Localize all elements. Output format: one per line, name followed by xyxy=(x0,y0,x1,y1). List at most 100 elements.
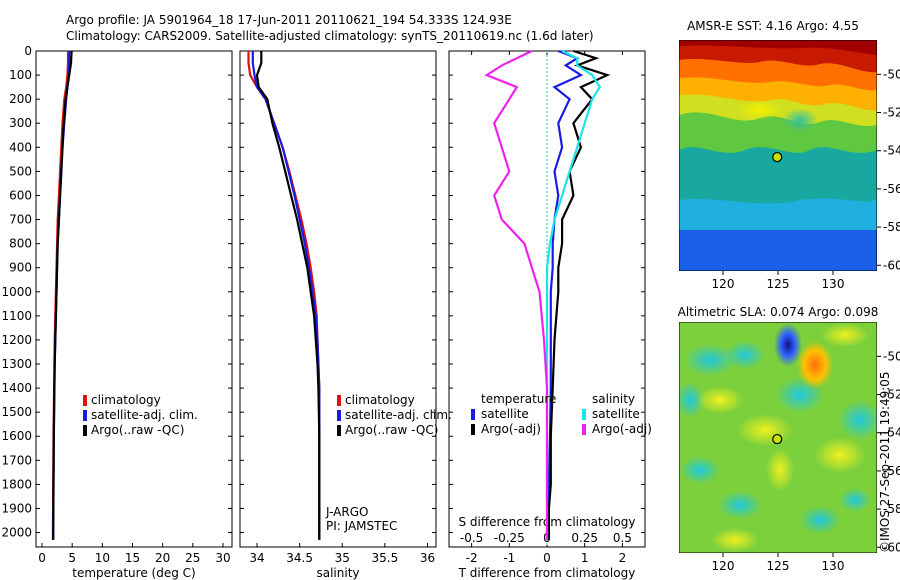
temperature-series-0 xyxy=(51,51,70,540)
temperature-xtick-label: 25 xyxy=(185,551,200,565)
diff-legend-title: temperature xyxy=(481,392,556,406)
salinity-xtick-label: 34.5 xyxy=(286,551,313,565)
sst-map-xtick-label: 130 xyxy=(822,277,845,291)
sst-map-title: AMSR-E SST: 4.16 Argo: 4.55 xyxy=(687,19,859,33)
temperature-xtick-label: 10 xyxy=(95,551,110,565)
differences-top-tick-label: -0.5 xyxy=(460,531,483,545)
differences-series-0 xyxy=(547,49,584,540)
salinity-xtick-label: 36 xyxy=(420,551,435,565)
temperature-xtick-label: 5 xyxy=(68,551,76,565)
temperature-frame xyxy=(35,50,233,548)
salinity-series-0 xyxy=(247,51,321,540)
temperature-legend-swatch xyxy=(83,410,87,421)
salinity-annotation: J-ARGO xyxy=(325,505,368,519)
depth-tick-label: 600 xyxy=(9,188,32,202)
depth-tick-label: 400 xyxy=(9,140,32,154)
salinity-xtick-label: 34 xyxy=(249,551,264,565)
differences-top-tick-label: 0.5 xyxy=(613,531,632,545)
sla-map-title: Altimetric SLA: 0.074 Argo: 0.098 xyxy=(678,305,879,319)
depth-tick-label: 1400 xyxy=(1,381,32,395)
sla-map-ytick-label: -54 xyxy=(883,426,900,440)
salinity-annotation: PI: JAMSTEC xyxy=(326,519,397,533)
differences-xtick-label: 2 xyxy=(619,551,627,565)
salinity-legend-label: satellite-adj. clim. xyxy=(345,408,452,422)
sst-map-ytick-label: -56 xyxy=(883,182,900,196)
header-line-2: Climatology: CARS2009. Satellite-adjuste… xyxy=(66,29,594,43)
differences-series-1 xyxy=(547,49,611,540)
header-line-1: Argo profile: JA 5901964_18 17-Jun-2011 … xyxy=(66,13,512,27)
salinity-xlabel: salinity xyxy=(316,566,359,580)
depth-tick-label: 500 xyxy=(9,164,32,178)
salinity-legend-label: climatology xyxy=(345,393,415,407)
sst-map-ytick-label: -54 xyxy=(883,144,900,158)
temperature-legend-label: satellite-adj. clim. xyxy=(91,408,198,422)
sst-map-xtick-label: 125 xyxy=(767,277,790,291)
salinity-xtick-label: 35 xyxy=(335,551,350,565)
sla-map-axes: 120 125 130 -50 -52 -54 -56 -58 -60 xyxy=(712,349,900,573)
temperature-xlabel: temperature (deg C) xyxy=(72,566,195,580)
depth-tick-label: 100 xyxy=(9,68,32,82)
temperature-series-2 xyxy=(52,50,73,540)
diff-legend-swatch xyxy=(471,409,475,420)
depth-tick-label: 700 xyxy=(9,213,32,227)
depth-tick-label: 1600 xyxy=(1,429,32,443)
salinity-panel: 34 34.5 35 35.5 36 salinity climatologysatelli… xyxy=(239,50,452,580)
temperature-xtick-label: 30 xyxy=(215,551,230,565)
depth-tick-label: 1800 xyxy=(1,477,32,491)
differences-top-tick-label: 0.25 xyxy=(571,531,598,545)
temperature-xtick-label: 15 xyxy=(125,551,140,565)
sla-map-ytick-label: -56 xyxy=(883,464,900,478)
diff-legend-swatch xyxy=(471,424,475,435)
diff-legend-label: Argo(-adj) xyxy=(481,422,541,436)
sst-map-ytick-label: -60 xyxy=(883,258,900,272)
depth-tick-label: 1000 xyxy=(1,285,32,299)
differences-xtick-label: -1 xyxy=(503,551,515,565)
sla-map-argo-marker xyxy=(772,433,783,445)
temperature-legend-label: climatology xyxy=(91,393,161,407)
differences-xtick-label: 0 xyxy=(543,551,551,565)
differences-series-3 xyxy=(484,50,549,540)
sst-map-image xyxy=(679,40,877,271)
depth-tick-label: 1300 xyxy=(1,357,32,371)
depth-tick-label: 0 xyxy=(24,44,32,58)
temperature-legend-swatch xyxy=(83,395,87,406)
sst-map-argo-marker xyxy=(772,151,783,163)
sla-map-xtick-label: 130 xyxy=(822,559,845,573)
depth-tick-label: 1200 xyxy=(1,333,32,347)
salinity-xtick-label: 35.5 xyxy=(372,551,399,565)
depth-tick-label: 300 xyxy=(9,116,32,130)
sla-map-xtick-label: 125 xyxy=(767,559,790,573)
sla-map-xtick-label: 120 xyxy=(712,559,735,573)
salinity-legend-label: Argo(..raw -QC) xyxy=(345,423,438,437)
salinity-legend-swatch xyxy=(337,395,341,406)
sst-map-axes: 120 125 130 -50 -52 -54 -56 -58 -60 xyxy=(712,67,900,291)
depth-tick-label: 1100 xyxy=(1,309,32,323)
differences-xtick-label: -2 xyxy=(466,551,478,565)
differences-xtick-label: 1 xyxy=(581,551,589,565)
sla-map-ytick-label: -60 xyxy=(883,540,900,554)
depth-tick-label: 2000 xyxy=(1,526,32,540)
depth-tick-label: 900 xyxy=(9,261,32,275)
temperature-panel: 0 5 10 15 20 25 30 temperature (deg C) 0 100 200 30… xyxy=(1,44,233,580)
depth-tick-label: 800 xyxy=(9,237,32,251)
salinity-legend-swatch xyxy=(337,425,341,436)
diff-legend-label: Argo(-adj) xyxy=(592,422,652,436)
salinity-series-1 xyxy=(251,51,321,540)
diff-legend-swatch xyxy=(582,409,586,420)
temperature-xtick-label: 20 xyxy=(155,551,170,565)
sla-map-ytick-label: -52 xyxy=(883,388,900,402)
differences-top-tick-label: -0.25 xyxy=(494,531,525,545)
depth-tick-label: 200 xyxy=(9,92,32,106)
sst-map-xtick-label: 120 xyxy=(712,277,735,291)
diff-legend-title: salinity xyxy=(592,392,635,406)
sla-map-ytick-label: -58 xyxy=(883,502,900,516)
depth-tick-label: 1500 xyxy=(1,405,32,419)
salinity-frame xyxy=(239,50,437,548)
salinity-series-2 xyxy=(255,51,321,540)
difference-panel: -2 -1 0 1 2T difference from climatology -0.5… xyxy=(448,49,652,580)
sst-map-ytick-label: -58 xyxy=(883,220,900,234)
sst-map-ytick-label: -50 xyxy=(883,67,900,81)
side-stamp: ©IMOS 27-Sep-2011 19:49:05 xyxy=(878,371,892,553)
temperature-legend-label: Argo(..raw -QC) xyxy=(91,423,184,437)
